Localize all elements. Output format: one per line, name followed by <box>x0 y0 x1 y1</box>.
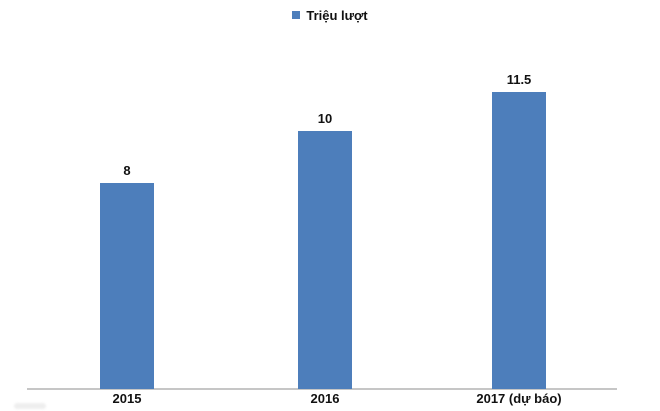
x-axis-category-label: 2016 <box>310 391 340 406</box>
legend-marker-icon <box>292 11 301 19</box>
bar-2015 <box>100 183 154 389</box>
legend: Triệu lượt <box>0 6 660 24</box>
bar-value-label: 8 <box>123 163 131 178</box>
x-axis-category-label: 2017 (dự báo) <box>476 391 562 406</box>
x-axis-line <box>27 388 617 390</box>
bar-value-label: 10 <box>317 111 333 126</box>
watermark-smudge <box>14 403 46 409</box>
x-axis-category-label: 2015 <box>112 391 142 406</box>
legend-label: Triệu lượt <box>306 7 368 23</box>
bar-2016 <box>298 131 352 389</box>
bar-value-label: 11.5 <box>506 72 532 87</box>
bar-2017 (dự báo) <box>492 92 546 389</box>
